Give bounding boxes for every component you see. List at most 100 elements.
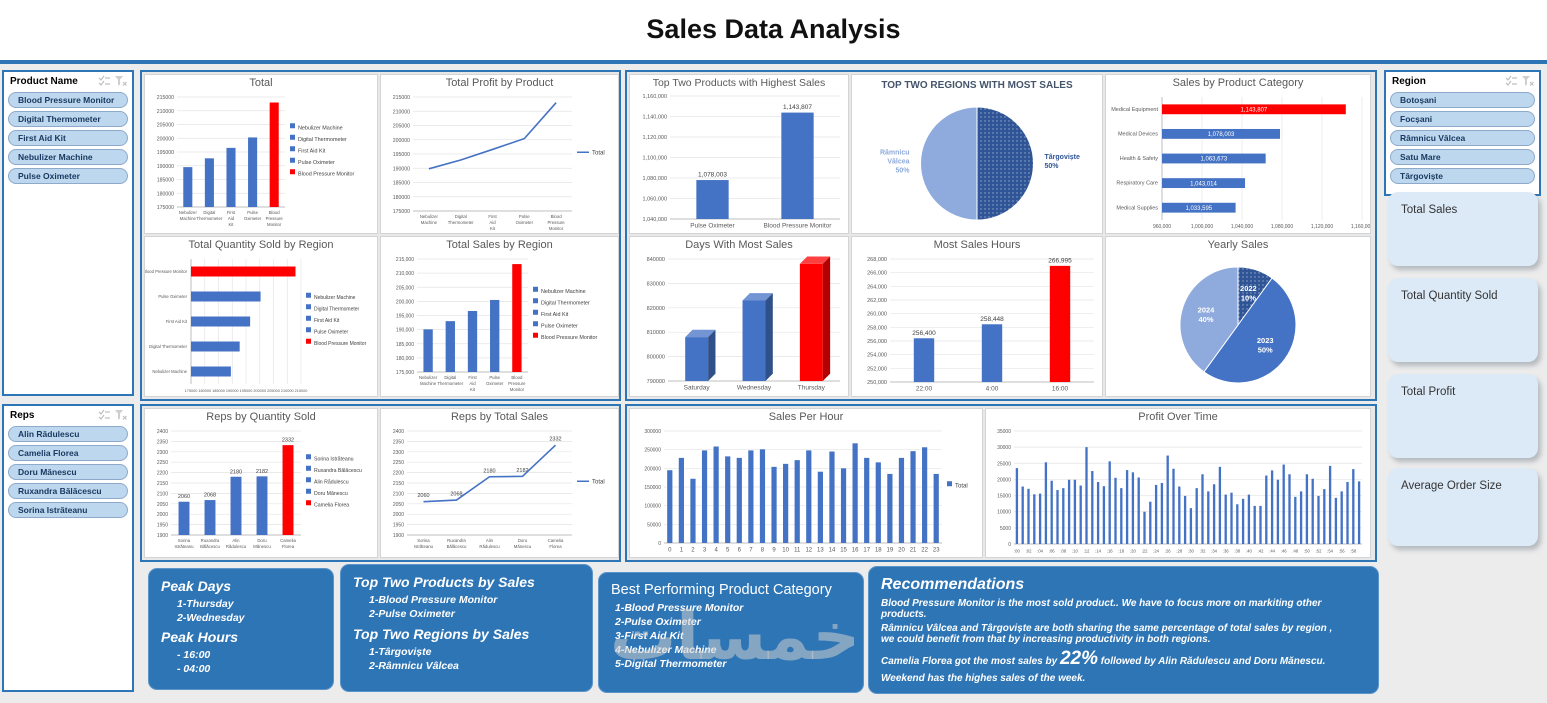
svg-text:Alin Rădulescu: Alin Rădulescu <box>314 479 349 485</box>
svg-text::32: :32 <box>1200 548 1206 553</box>
slicer-item-focșani[interactable]: Focșani <box>1390 111 1535 127</box>
slicer-item-nebulizer-machine[interactable]: Nebulizer Machine <box>8 149 128 165</box>
svg-text:1,060,000: 1,060,000 <box>643 197 667 203</box>
chart-title: Reps by Total Sales <box>450 411 549 423</box>
chart-title: Total <box>249 77 273 89</box>
slicer-item-camelia-florea[interactable]: Camelia Florea <box>8 445 128 461</box>
svg-text:Ruxandra: Ruxandra <box>201 538 220 543</box>
slicer-item-târgoviște[interactable]: Târgoviște <box>1390 168 1535 184</box>
multi-select-icon[interactable] <box>1505 75 1518 87</box>
svg-text:22: 22 <box>921 547 928 553</box>
svg-text:Blood: Blood <box>269 210 281 215</box>
svg-text:50%: 50% <box>1045 163 1060 170</box>
slicer-item-ruxandra-bălăcescu[interactable]: Ruxandra Bălăcescu <box>8 483 128 499</box>
svg-text:Monitor: Monitor <box>267 222 282 227</box>
slicer-item-doru-mănescu[interactable]: Doru Mănescu <box>8 464 128 480</box>
peak-day-item: 2-Wednesday <box>177 612 245 624</box>
svg-text:252,000: 252,000 <box>867 366 887 372</box>
slicer-item-pulse-oximeter[interactable]: Pulse Oximeter <box>8 168 128 184</box>
svg-text:1950: 1950 <box>393 522 404 528</box>
svg-text::48: :48 <box>1292 548 1298 553</box>
top-regions-title: Top Two Regions by Sales <box>353 626 530 642</box>
multi-select-icon[interactable] <box>98 75 111 87</box>
svg-text::54: :54 <box>1327 548 1333 553</box>
svg-text:2250: 2250 <box>157 460 168 466</box>
svg-text:830000: 830000 <box>647 281 665 287</box>
note-best-category: Best Performing Product Category 1-Blood… <box>598 572 864 693</box>
svg-text:810000: 810000 <box>647 330 665 336</box>
svg-text:Pulse Oximeter: Pulse Oximeter <box>690 223 735 230</box>
slicer-reps: Reps Alin Rădulescu Camelia Florea Doru Mă… <box>2 404 134 692</box>
svg-text::08: :08 <box>1060 548 1066 553</box>
svg-text:Digital: Digital <box>444 375 456 380</box>
svg-text::38: :38 <box>1234 548 1240 553</box>
clear-filter-icon[interactable] <box>114 409 127 421</box>
chart-sales-by-region: 175,000 180,000 185,000 190,000 195,000 200,0… <box>381 252 618 396</box>
svg-text:185,000: 185,000 <box>396 342 414 348</box>
slicer-product-name: Product Name Blood Pressure Monitor Digit… <box>2 70 134 396</box>
svg-text::28: :28 <box>1176 548 1182 553</box>
svg-text:Alin: Alin <box>486 538 494 543</box>
chart-card-sales-per-hour: Sales Per Hour 0 50000 100000 150000 200000 2… <box>629 408 983 558</box>
svg-text:1,100,000: 1,100,000 <box>643 156 667 162</box>
svg-text:Nebulizer Machine: Nebulizer Machine <box>152 369 187 374</box>
svg-text:Thermometer: Thermometer <box>197 216 223 221</box>
svg-text:258,448: 258,448 <box>980 316 1004 323</box>
svg-text:Health & Safety: Health & Safety <box>1120 156 1158 162</box>
svg-text:5: 5 <box>726 547 730 553</box>
svg-text:1,078,003: 1,078,003 <box>698 172 727 179</box>
recommendation-text: Camelia Florea got the most sales by <box>881 656 1060 667</box>
slicer-item-satu-mare[interactable]: Satu Mare <box>1390 149 1535 165</box>
svg-text:Thursday: Thursday <box>798 384 826 391</box>
chart-profit-over-time: 0 5000 10000 15000 20000 25000 30000 35000:00:0… <box>986 424 1370 557</box>
chart-card-reps-by-qty: Reps by Quantity Sold 1900 1950 2000 2050 21… <box>144 408 378 558</box>
header: Sales Data Analysis <box>0 0 1547 64</box>
svg-text:215000: 215000 <box>157 95 174 101</box>
svg-text:1,040,000: 1,040,000 <box>643 217 667 223</box>
svg-text:Medical Equipment: Medical Equipment <box>1111 107 1158 113</box>
svg-text:2332: 2332 <box>282 438 294 444</box>
svg-text:First Aid Kit: First Aid Kit <box>166 319 188 324</box>
slicer-reps-header: Reps <box>4 406 132 423</box>
slicer-item-blood-pressure-monitor[interactable]: Blood Pressure Monitor <box>8 92 128 108</box>
svg-text:262,000: 262,000 <box>867 298 887 304</box>
clear-filter-icon[interactable] <box>1521 75 1534 87</box>
recommendation-line: Blood Pressure Monitor is the most sold … <box>881 598 1322 620</box>
svg-text:2200: 2200 <box>393 470 404 476</box>
svg-text:210,000: 210,000 <box>396 271 414 277</box>
svg-text::46: :46 <box>1281 548 1287 553</box>
chart-card-sales-by-category: Sales by Product Category 960,000 1,000,0… <box>1105 74 1371 234</box>
svg-text:50%: 50% <box>1258 345 1273 354</box>
slicer-item-sorina-istrăteanu[interactable]: Sorina Istrăteanu <box>8 502 128 518</box>
svg-text:0: 0 <box>668 547 672 553</box>
multi-select-icon[interactable] <box>98 409 111 421</box>
slicer-item-alin-rădulescu[interactable]: Alin Rădulescu <box>8 426 128 442</box>
svg-text:18: 18 <box>875 547 882 553</box>
chart-card-days-most-sales: Days With Most Sales 790000 800000 810000 8… <box>629 236 849 397</box>
svg-text:5000: 5000 <box>1000 526 1011 532</box>
svg-text:Machine: Machine <box>420 381 437 386</box>
svg-text:200,000: 200,000 <box>396 299 414 305</box>
svg-text:250000: 250000 <box>644 448 661 454</box>
svg-text::04: :04 <box>1037 548 1043 553</box>
svg-text:190,000: 190,000 <box>396 328 414 334</box>
kpi-label: Total Quantity Sold <box>1401 290 1498 302</box>
slicer-item-digital-thermometer[interactable]: Digital Thermometer <box>8 111 128 127</box>
svg-text:215000: 215000 <box>393 95 410 101</box>
svg-text:2060: 2060 <box>417 493 429 499</box>
chart-top-two-regions: Târgoviște 50% Râmnicu Vâlcea 50% <box>852 92 1102 233</box>
svg-text:1,080,000: 1,080,000 <box>1271 224 1293 230</box>
svg-text:1,120,000: 1,120,000 <box>643 135 667 141</box>
svg-text:256,400: 256,400 <box>912 330 936 337</box>
kpi-card-average-order-size: Average Order Size <box>1388 468 1538 546</box>
svg-text:Pulse Oximeter: Pulse Oximeter <box>541 323 578 329</box>
slicer-item-first-aid-kit[interactable]: First Aid Kit <box>8 130 128 146</box>
slicer-item-râmnicu-vâlcea[interactable]: Râmnicu Vâlcea <box>1390 130 1535 146</box>
svg-text:2100: 2100 <box>157 491 168 497</box>
chart-most-sales-hours: 250,000 252,000 254,000 256,000 258,000 260,0… <box>852 252 1102 396</box>
slicer-item-botoșani[interactable]: Botoșani <box>1390 92 1535 108</box>
svg-text:First Aid Kit: First Aid Kit <box>314 318 340 324</box>
svg-text::30: :30 <box>1188 548 1194 553</box>
svg-text:2350: 2350 <box>393 439 404 445</box>
clear-filter-icon[interactable] <box>114 75 127 87</box>
